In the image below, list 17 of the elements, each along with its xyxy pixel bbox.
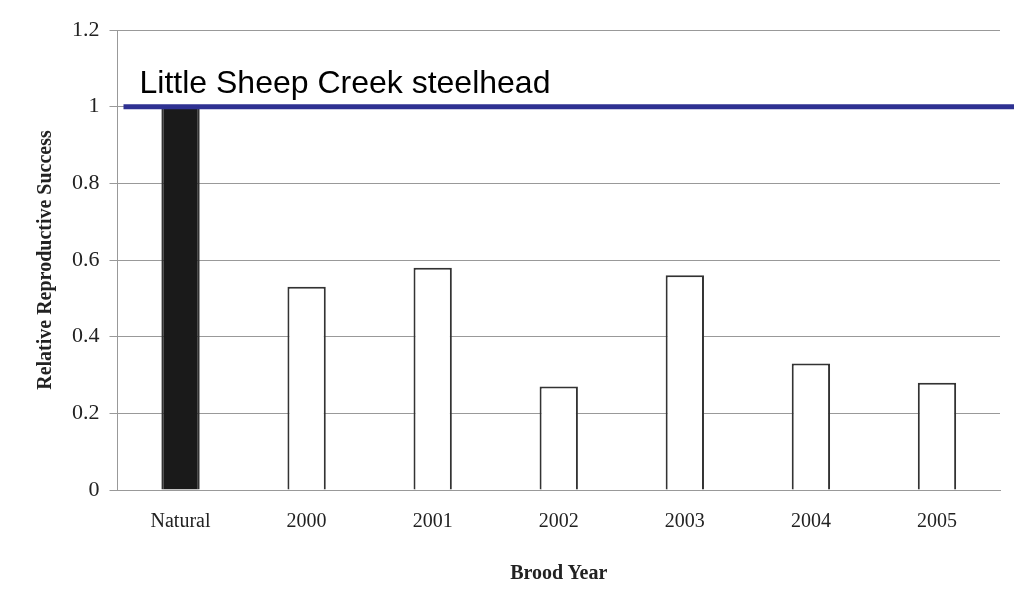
x-tick-label: 2002 xyxy=(538,509,579,532)
x-tick-label: 2001 xyxy=(412,509,453,532)
x-tick-label: Natural xyxy=(150,509,211,532)
y-tick-label: 0.4 xyxy=(72,322,100,348)
ref-line-label: Little Sheep Creek steelhead xyxy=(139,64,551,101)
y-tick-label: 1.2 xyxy=(72,15,100,41)
x-tick-label: 2003 xyxy=(664,509,705,532)
x-tick-label: 2005 xyxy=(916,509,957,532)
y-axis-title: Relative Reproductive Success xyxy=(33,129,57,390)
x-tick-label: 2004 xyxy=(790,509,831,532)
x-tick-label: 2000 xyxy=(286,509,327,532)
y-tick-label: 0.8 xyxy=(72,169,100,195)
y-tick-label: 0.2 xyxy=(72,399,100,425)
x-axis-title: Brood Year xyxy=(510,561,608,584)
y-tick-label: 0 xyxy=(88,475,100,501)
y-tick-label: 0.6 xyxy=(72,245,100,271)
y-tick-label: 1 xyxy=(88,92,100,118)
